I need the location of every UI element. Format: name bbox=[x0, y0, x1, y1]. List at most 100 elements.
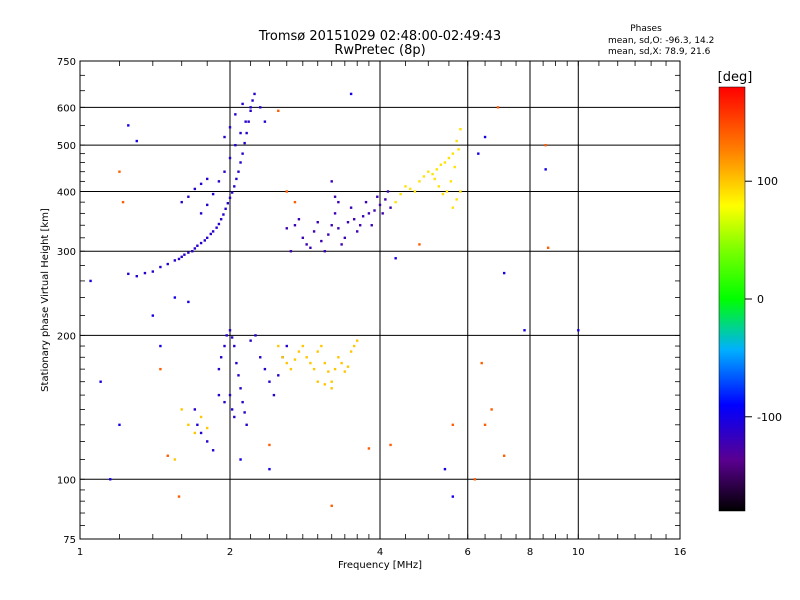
data-point bbox=[217, 367, 221, 371]
data-point bbox=[418, 180, 421, 183]
data-point bbox=[289, 367, 293, 371]
grid-lines bbox=[80, 61, 680, 539]
data-point bbox=[293, 224, 297, 227]
data-point bbox=[249, 109, 252, 113]
chart-subtitle: RwPretec (8p) bbox=[334, 43, 425, 58]
data-point bbox=[340, 243, 343, 246]
data-point bbox=[523, 329, 526, 332]
data-point bbox=[245, 131, 248, 135]
data-point bbox=[235, 361, 238, 365]
data-point bbox=[205, 440, 209, 443]
data-point bbox=[337, 356, 340, 359]
data-point bbox=[355, 230, 359, 233]
data-point bbox=[223, 170, 226, 173]
data-point bbox=[445, 190, 449, 193]
data-point bbox=[483, 423, 487, 427]
data-point bbox=[378, 203, 382, 207]
y-tick-label: 500 bbox=[57, 141, 76, 152]
data-point bbox=[173, 296, 177, 299]
data-point bbox=[297, 218, 301, 221]
data-point bbox=[217, 180, 221, 183]
y-tick-label: 200 bbox=[57, 331, 76, 342]
data-point bbox=[376, 195, 379, 198]
data-point bbox=[166, 454, 169, 457]
data-point bbox=[418, 243, 421, 246]
data-point bbox=[224, 207, 227, 211]
data-point bbox=[367, 447, 371, 450]
phases-line-x: mean, sd,X: 78.9, 21.6 bbox=[608, 47, 711, 57]
data-point bbox=[343, 236, 347, 240]
x-tick-label: 8 bbox=[527, 547, 533, 558]
data-point bbox=[228, 329, 232, 332]
data-point bbox=[330, 387, 333, 390]
data-point bbox=[451, 206, 455, 209]
data-point bbox=[180, 200, 183, 204]
data-point bbox=[435, 168, 438, 171]
data-point bbox=[330, 380, 333, 383]
x-tick-label: 1 bbox=[77, 547, 83, 558]
data-point bbox=[180, 255, 183, 259]
data-point bbox=[177, 495, 181, 498]
data-point bbox=[263, 120, 267, 123]
data-point bbox=[277, 109, 280, 113]
data-point bbox=[151, 314, 155, 317]
data-point bbox=[199, 212, 203, 215]
data-point bbox=[143, 271, 147, 275]
data-point bbox=[301, 344, 305, 348]
data-point bbox=[239, 458, 242, 461]
data-point bbox=[473, 478, 477, 481]
data-point bbox=[544, 143, 547, 147]
x-tick-labels: 1 2 4 6 8 10 16 bbox=[77, 547, 687, 558]
data-point bbox=[301, 236, 305, 240]
data-point bbox=[159, 367, 162, 371]
data-point bbox=[223, 400, 226, 404]
data-point bbox=[268, 380, 271, 383]
phases-line-o: mean, sd,O: -96.3, 14.2 bbox=[608, 36, 714, 46]
data-point bbox=[239, 131, 242, 135]
data-point bbox=[259, 106, 262, 109]
y-axis-label: Stationary phase Virtual Height [km] bbox=[40, 208, 51, 392]
data-point bbox=[389, 206, 392, 209]
data-point bbox=[193, 187, 197, 191]
data-point bbox=[247, 120, 250, 123]
data-point bbox=[323, 383, 327, 386]
data-point bbox=[349, 206, 353, 209]
data-point bbox=[253, 92, 256, 96]
data-point bbox=[235, 177, 238, 181]
data-point bbox=[352, 344, 356, 348]
data-point bbox=[320, 344, 323, 348]
data-point bbox=[546, 246, 550, 249]
data-point bbox=[223, 344, 226, 348]
chart-title: Tromsø 20151029 02:48:00-02:49:43 bbox=[258, 29, 501, 44]
data-point bbox=[384, 198, 387, 201]
data-point bbox=[215, 226, 218, 229]
data-point bbox=[316, 221, 319, 224]
data-point bbox=[459, 190, 462, 193]
colorbar-tick-label: -100 bbox=[757, 411, 782, 424]
data-point bbox=[394, 257, 397, 260]
data-point bbox=[443, 467, 447, 471]
data-point bbox=[327, 370, 330, 373]
data-point bbox=[199, 415, 203, 419]
data-point bbox=[457, 148, 460, 151]
data-point bbox=[211, 449, 215, 452]
data-point bbox=[230, 408, 234, 411]
data-point bbox=[118, 170, 121, 173]
data-point bbox=[151, 270, 155, 273]
data-point bbox=[249, 106, 252, 109]
data-point bbox=[496, 106, 500, 109]
data-point bbox=[309, 246, 312, 249]
data-point bbox=[352, 218, 356, 221]
data-point bbox=[249, 339, 252, 342]
data-point bbox=[490, 408, 493, 411]
data-point bbox=[320, 239, 323, 243]
data-point bbox=[219, 218, 223, 221]
data-point bbox=[330, 224, 333, 227]
data-point bbox=[193, 247, 197, 250]
data-point bbox=[409, 187, 412, 191]
data-point bbox=[358, 224, 362, 227]
data-point bbox=[323, 361, 327, 365]
data-point bbox=[404, 185, 407, 188]
data-point bbox=[109, 478, 112, 481]
data-point bbox=[226, 202, 230, 205]
